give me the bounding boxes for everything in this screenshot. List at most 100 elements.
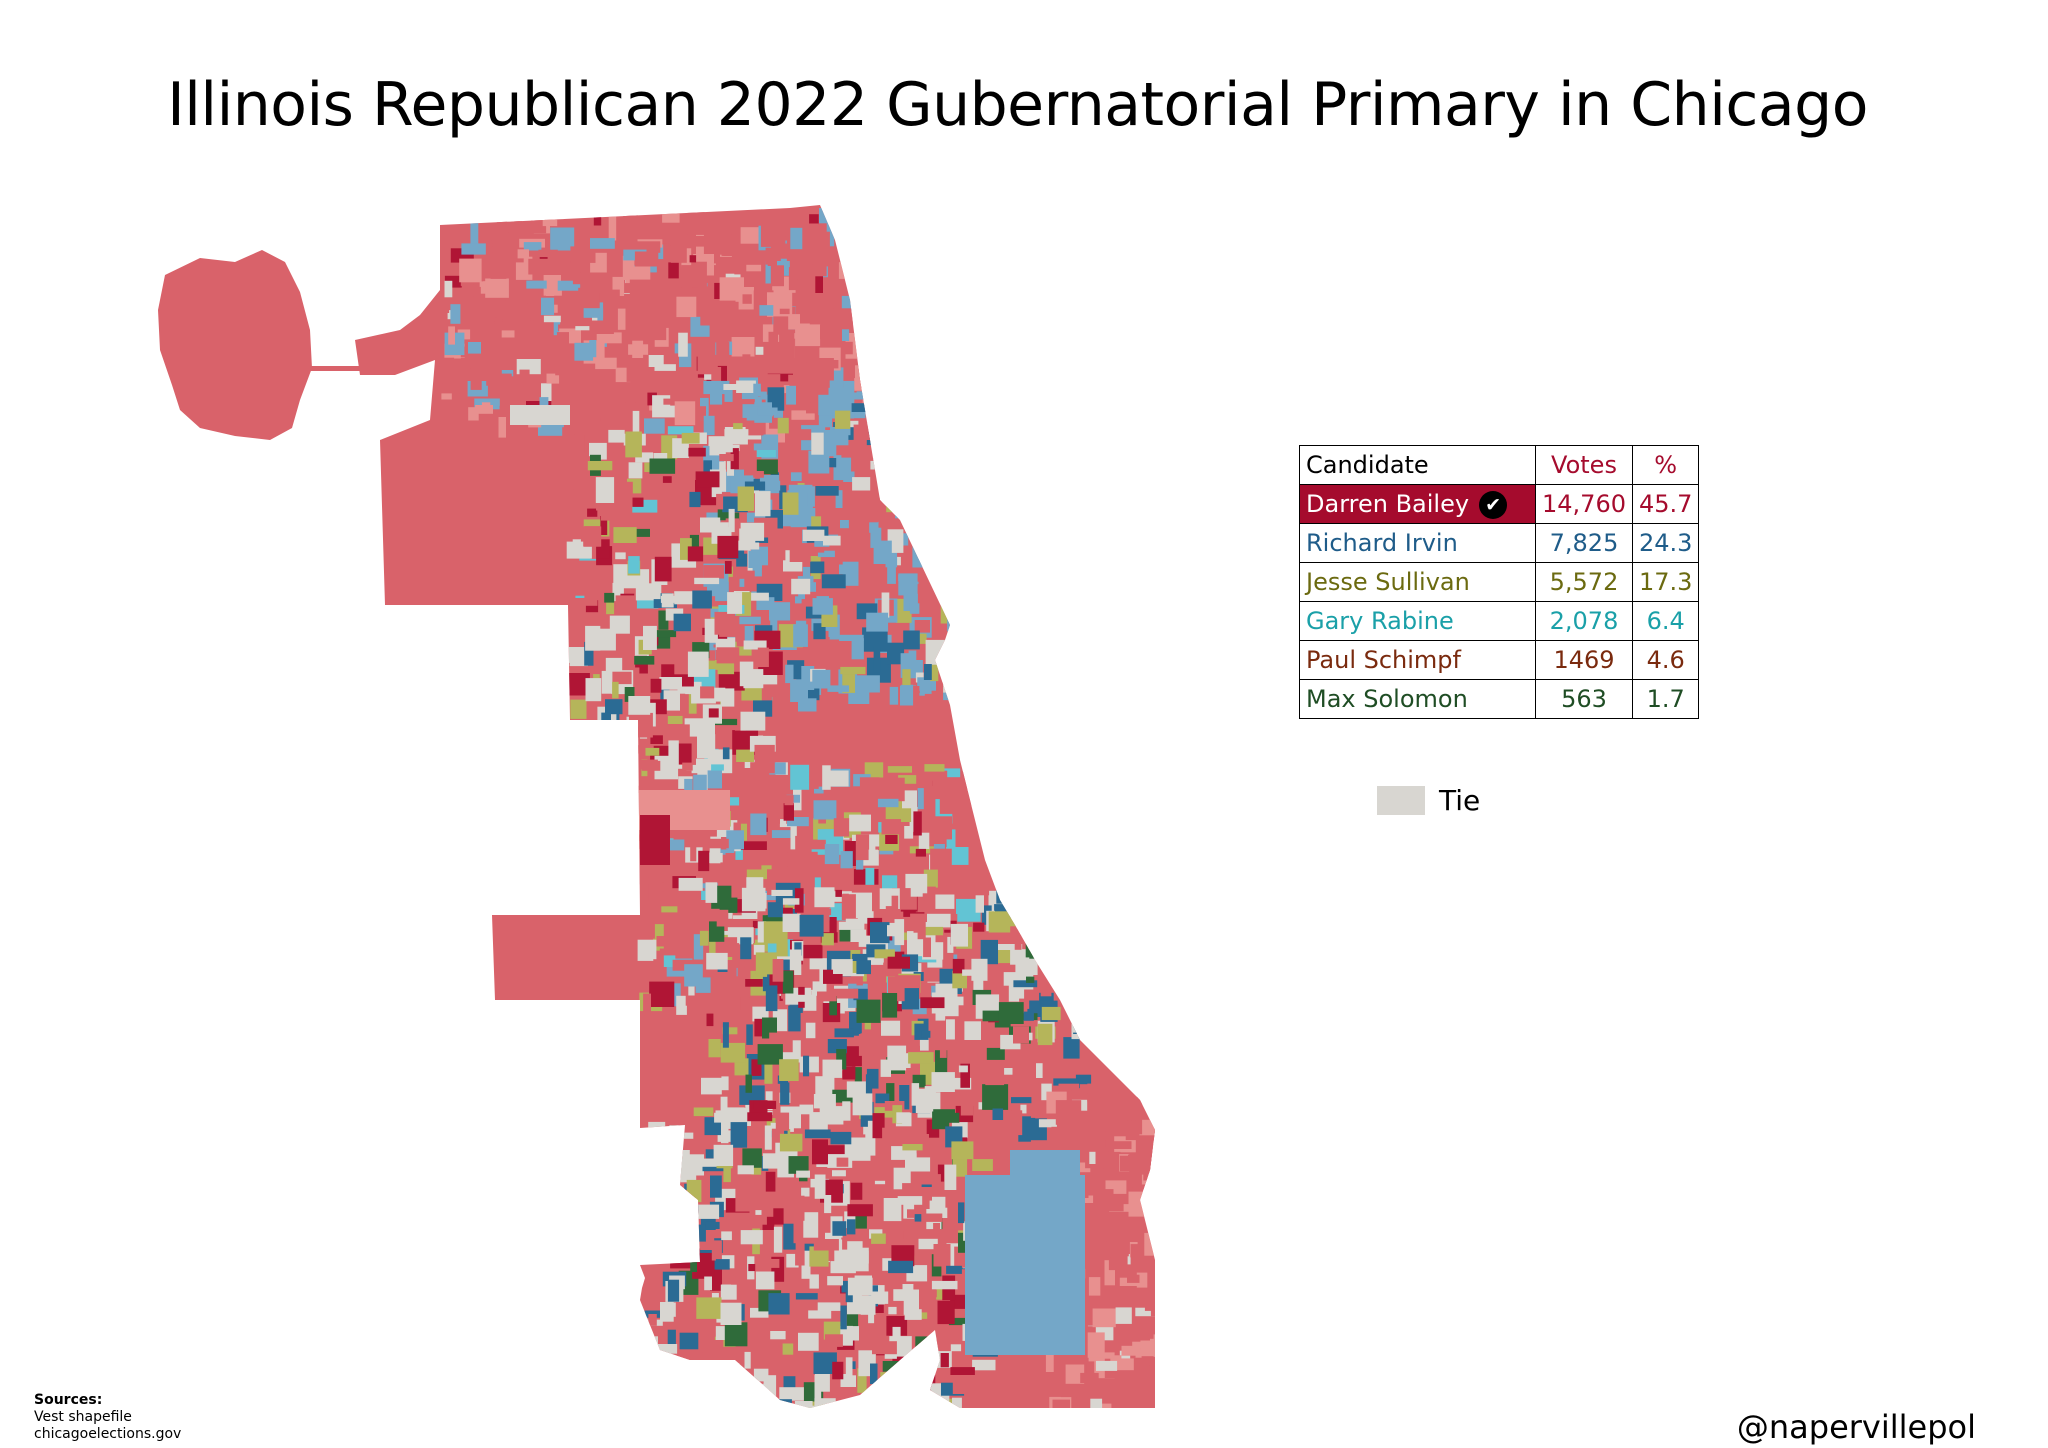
precinct [770, 356, 778, 367]
precinct [742, 848, 762, 870]
precinct [818, 815, 826, 824]
precinct [587, 461, 613, 471]
precinct [646, 1354, 672, 1365]
precinct [1070, 978, 1079, 986]
precinct [935, 497, 945, 513]
precinct [825, 1145, 849, 1155]
precinct [1079, 1221, 1105, 1236]
precinct [648, 1363, 659, 1379]
precinct [740, 937, 752, 960]
precinct [872, 1341, 897, 1355]
precinct [791, 578, 811, 595]
precinct [920, 997, 945, 1009]
precinct [716, 493, 724, 510]
candidate-votes: 7,825 [1535, 523, 1633, 563]
precinct [951, 563, 961, 574]
precinct [838, 341, 853, 355]
precinct [906, 455, 925, 477]
precinct [658, 610, 669, 630]
precinct [850, 929, 867, 942]
precinct [628, 556, 640, 574]
precinct [698, 850, 710, 872]
precinct [753, 1215, 767, 1225]
precinct [856, 228, 878, 242]
precinct [650, 678, 662, 693]
precinct [947, 936, 954, 953]
precinct [868, 290, 875, 314]
precinct [750, 813, 767, 836]
precinct [744, 481, 766, 491]
precinct [840, 666, 866, 675]
precinct [866, 1068, 879, 1089]
precinct [949, 677, 975, 696]
precinct [952, 635, 966, 651]
precinct [711, 1240, 722, 1261]
precinct [718, 671, 745, 691]
precinct [927, 520, 938, 536]
precinct [711, 764, 724, 771]
precinct [1136, 1272, 1148, 1288]
precinct [923, 531, 947, 549]
precinct [771, 889, 793, 896]
precinct [772, 692, 793, 707]
precinct [635, 241, 661, 253]
precinct [1036, 1063, 1043, 1078]
precinct [790, 679, 808, 702]
precinct [939, 795, 959, 814]
precinct [485, 240, 493, 264]
precinct [1107, 1141, 1132, 1149]
precinct [697, 734, 716, 759]
precinct [673, 613, 691, 632]
precinct [733, 907, 758, 919]
precinct [667, 1329, 676, 1347]
precinct [888, 1260, 914, 1274]
precinct [861, 1162, 886, 1181]
precinct [902, 1367, 915, 1377]
precinct [794, 1401, 813, 1408]
precinct [740, 522, 765, 541]
precinct [688, 984, 695, 996]
precinct [814, 877, 821, 890]
precinct [811, 432, 824, 455]
precinct [565, 740, 583, 753]
precinct [708, 1039, 721, 1058]
precinct [646, 1388, 658, 1400]
precinct [468, 342, 481, 354]
precinct [788, 267, 798, 291]
precinct [859, 777, 880, 797]
precinct [675, 643, 689, 652]
precinct [519, 369, 530, 377]
precinct [882, 910, 897, 923]
precinct [716, 647, 740, 664]
precinct [750, 762, 775, 774]
precinct [883, 390, 901, 411]
precinct [882, 993, 898, 1018]
precinct [814, 539, 830, 547]
precinct [818, 414, 833, 428]
precinct [763, 921, 788, 944]
precinct [921, 1213, 943, 1222]
precinct [1045, 942, 1065, 960]
precinct [914, 1219, 936, 1226]
precinct [746, 1024, 753, 1045]
precinct [679, 912, 705, 924]
precinct [685, 1248, 701, 1256]
precinct [975, 895, 984, 913]
precinct [1154, 1173, 1155, 1194]
precinct [929, 1141, 942, 1154]
precinct [595, 477, 615, 503]
precinct [733, 423, 743, 431]
precinct [678, 332, 688, 357]
precinct [687, 651, 709, 677]
precinct [814, 1374, 822, 1400]
precinct [866, 612, 889, 632]
precinct [988, 911, 1011, 933]
precinct [937, 1164, 945, 1182]
precinct [932, 1397, 943, 1408]
precinct [835, 889, 842, 897]
precinct [676, 296, 697, 318]
precinct [913, 1238, 938, 1250]
precinct [828, 786, 852, 795]
precinct [496, 218, 507, 228]
precinct [856, 855, 864, 870]
